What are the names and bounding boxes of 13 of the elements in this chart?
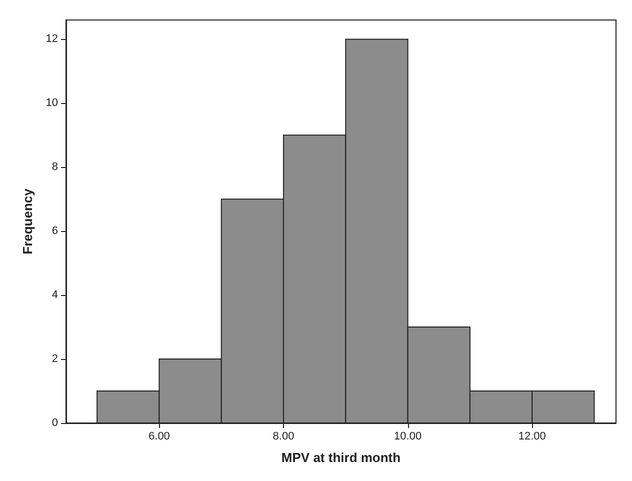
x-tick-label: 6.00: [148, 430, 170, 442]
y-tick-label: 6: [52, 225, 58, 238]
x-tick-label: 8.00: [272, 430, 294, 442]
y-tick-label: 2: [52, 353, 58, 366]
y-tick-label: 12: [46, 33, 58, 46]
y-tick-label: 0: [52, 417, 58, 429]
y-tick-label: 4: [52, 289, 58, 302]
x-axis-title: MPV at third month: [281, 450, 401, 465]
x-tick-label: 10.00: [394, 430, 422, 442]
y-axis-title: Frequency: [20, 188, 35, 254]
y-tick-label: 8: [52, 161, 58, 174]
x-tick-label: 12.00: [518, 430, 546, 442]
y-tick-label: 10: [46, 97, 58, 110]
